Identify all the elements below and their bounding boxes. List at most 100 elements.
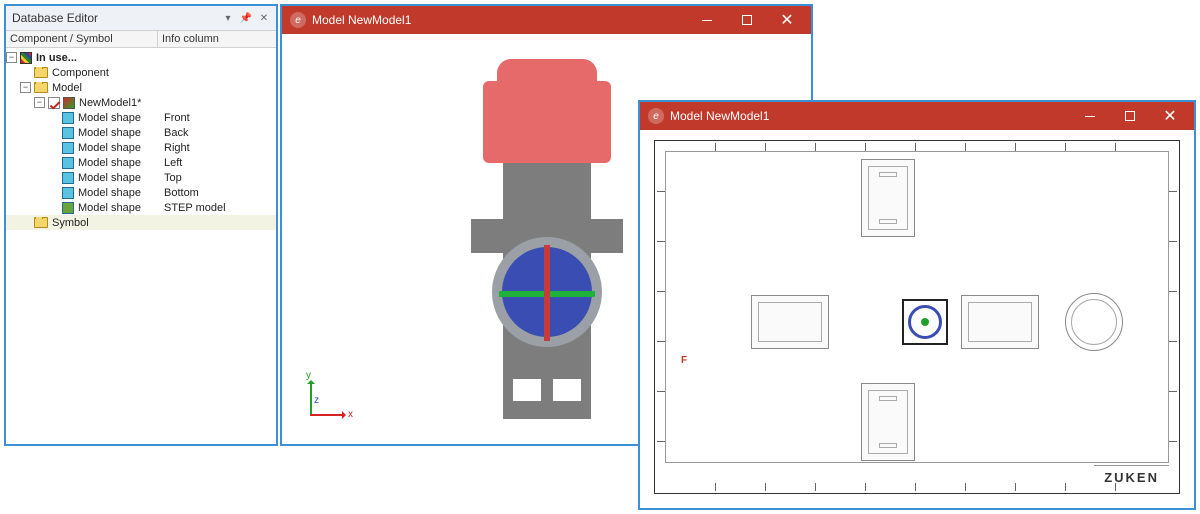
tree-model[interactable]: − Model (6, 80, 276, 95)
tree-newmodel[interactable]: − NewModel1* (6, 95, 276, 110)
win2-titlebar[interactable]: e Model NewModel1 ✕ (640, 102, 1194, 130)
sheet-tick (1115, 483, 1116, 491)
sheet-tick (715, 483, 716, 491)
shape-info: Bottom (158, 187, 276, 199)
app-icon: e (290, 12, 306, 28)
tree-shape-row[interactable]: Model shape Top (6, 170, 276, 185)
win2-canvas[interactable]: ZUKEN F (640, 130, 1194, 508)
tree-shape-row[interactable]: Model shape Back (6, 125, 276, 140)
ortho-view-left (751, 295, 829, 349)
pin-icon[interactable]: 📌 (238, 10, 254, 26)
shape-label: Model shape (78, 127, 141, 139)
sheet-tick (1169, 291, 1177, 292)
checkbox-icon[interactable] (48, 97, 60, 109)
close-button[interactable]: ✕ (767, 7, 807, 33)
center-view (902, 299, 948, 345)
shape-info: Front (158, 112, 276, 124)
sheet-tick (1169, 341, 1177, 342)
sheet-tick (657, 291, 665, 292)
sheet-tick (965, 143, 966, 151)
sheet-tick (965, 483, 966, 491)
axis-indicator: y x z (296, 370, 356, 430)
cube-icon (62, 112, 74, 124)
sheet-tick (865, 483, 866, 491)
cube-icon (62, 172, 74, 184)
shape-label: Model shape (78, 112, 141, 124)
cube-icon (62, 187, 74, 199)
expander-icon[interactable]: − (6, 52, 17, 63)
model-icon (63, 97, 75, 109)
cube-icon (62, 142, 74, 154)
sheet-tick (657, 391, 665, 392)
header-component[interactable]: Component / Symbol (6, 31, 158, 47)
shape-label: Model shape (78, 202, 141, 214)
sheet-tick (1169, 241, 1177, 242)
tree-shape-row[interactable]: Model shape Right (6, 140, 276, 155)
close-icon[interactable]: ✕ (256, 10, 272, 26)
win1-title: Model NewModel1 (312, 13, 411, 27)
shape-info: STEP model (158, 202, 276, 214)
sheet-tick (1065, 483, 1066, 491)
shape-info: Back (158, 127, 276, 139)
tree-symbol[interactable]: Symbol (6, 215, 276, 230)
cube-icon (62, 157, 74, 169)
tree-shape-row[interactable]: Model shape Left (6, 155, 276, 170)
sheet-tick (657, 341, 665, 342)
dropdown-icon[interactable]: ▾ (220, 10, 236, 26)
newmodel-label: NewModel1* (79, 97, 141, 109)
maximize-button[interactable] (727, 7, 767, 33)
ortho-view-front (861, 383, 915, 461)
model-label: Model (52, 82, 82, 94)
db-column-headers: Component / Symbol Info column (6, 30, 276, 48)
expander-icon[interactable]: − (20, 82, 31, 93)
sheet-tick (815, 483, 816, 491)
maximize-button[interactable] (1110, 103, 1150, 129)
tree-shape-row[interactable]: Model shape STEP model (6, 200, 276, 215)
db-titlebar[interactable]: Database Editor ▾ 📌 ✕ (6, 6, 276, 30)
model-3d-view (447, 59, 647, 419)
sheet-tick (1115, 143, 1116, 151)
sheet-tick (1169, 391, 1177, 392)
sheet-tick (1169, 441, 1177, 442)
minimize-button[interactable] (1070, 103, 1110, 129)
shape-label: Model shape (78, 157, 141, 169)
shape-info: Left (158, 157, 276, 169)
close-button[interactable]: ✕ (1150, 103, 1190, 129)
win2-title: Model NewModel1 (670, 109, 769, 123)
shape-info: Top (158, 172, 276, 184)
ortho-view-circle (1065, 293, 1123, 351)
axis-y-label: y (306, 370, 311, 381)
drawing-sheet: ZUKEN F (654, 140, 1180, 494)
axis-x-label: x (348, 409, 353, 420)
sheet-tick (915, 143, 916, 151)
sheet-tick (1015, 483, 1016, 491)
shape-label: Model shape (78, 172, 141, 184)
sheet-tick (765, 143, 766, 151)
cube-icon (62, 202, 74, 214)
app-icon: e (648, 108, 664, 124)
folder-icon (34, 82, 48, 93)
model-window-2: e Model NewModel1 ✕ ZUKEN F (638, 100, 1196, 510)
tree-shape-row[interactable]: Model shape Front (6, 110, 276, 125)
sheet-tick (865, 143, 866, 151)
tree-component[interactable]: Component (6, 65, 276, 80)
db-tree: − In use... Component − Model (6, 48, 276, 444)
sheet-tick (765, 483, 766, 491)
sheet-tick (657, 441, 665, 442)
sheet-tick (915, 483, 916, 491)
palette-icon (20, 52, 32, 64)
expander-icon[interactable]: − (34, 97, 45, 108)
tree-shape-row[interactable]: Model shapeBottom (6, 185, 276, 200)
axis-z-label: z (314, 395, 319, 406)
win1-titlebar[interactable]: e Model NewModel1 ✕ (282, 6, 811, 34)
minimize-button[interactable] (687, 7, 727, 33)
folder-icon (34, 67, 48, 78)
ortho-view-right (961, 295, 1039, 349)
shape-info: Right (158, 142, 276, 154)
symbol-label: Symbol (52, 217, 89, 229)
header-info[interactable]: Info column (158, 31, 276, 47)
tree-root[interactable]: − In use... (6, 50, 276, 65)
title-block: ZUKEN (1094, 465, 1169, 489)
sheet-tick (815, 143, 816, 151)
shape-label: Model shape (78, 142, 141, 154)
